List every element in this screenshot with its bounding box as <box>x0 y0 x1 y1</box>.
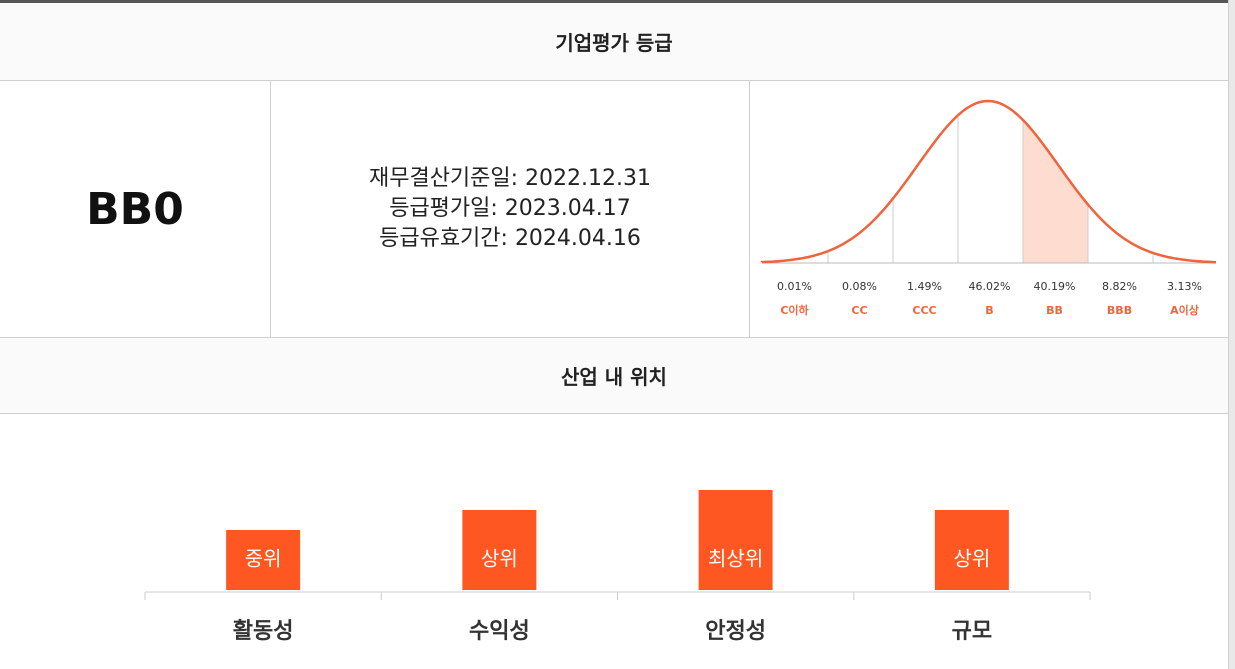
info: 재무결산기준일: 2022.12.31 등급평가일: 2023.04.17 등급… <box>271 81 750 338</box>
percent-label: 46.02% <box>969 280 1011 293</box>
bar <box>934 510 1009 590</box>
grade-label: A이상 <box>1170 303 1199 317</box>
category-label: 수익성 <box>469 619 530 644</box>
grade-label: C이하 <box>780 303 809 317</box>
percent-label: 1.49% <box>907 280 942 293</box>
info-line: 등급유효기간: 2024.04.16 <box>379 226 641 251</box>
distribution-chart: 0.01% C이하 0.08% CC 1.49% CCC 46.02% B 40.19% BB 8.… <box>760 99 1217 317</box>
grade-label: CCC <box>912 304 936 317</box>
side-strip <box>1228 0 1235 669</box>
percent-label: 3.13% <box>1167 280 1202 293</box>
grade-label: BB <box>1046 304 1063 317</box>
grade-label: CC <box>851 304 867 317</box>
distribution-cell: 0.01% C이하 0.08% CC 1.49% CCC 46.02% B 40.19% BB 8.… <box>750 81 1228 338</box>
bar <box>462 510 537 590</box>
top-border <box>0 0 1228 3</box>
bar-label: 중위 <box>245 547 282 571</box>
grade: BB0 <box>0 81 271 338</box>
bar-label: 상위 <box>953 547 990 571</box>
category-label: 활동성 <box>233 619 294 644</box>
percent-label: 0.01% <box>777 280 812 293</box>
highlight-area <box>1023 120 1088 263</box>
grade-label: B <box>985 304 993 317</box>
percent-label: 8.82% <box>1102 280 1137 293</box>
category-label: 안정성 <box>705 619 766 644</box>
bar <box>698 490 773 590</box>
bar-label: 최상위 <box>708 547 763 571</box>
bar <box>226 530 301 590</box>
bar-label: 상위 <box>481 547 518 571</box>
bell-curve <box>760 99 1217 264</box>
section-title: 산업 내 위치 <box>0 338 1228 414</box>
info-line: 등급평가일: 2023.04.17 <box>389 196 631 221</box>
info-line: 재무결산기준일: 2022.12.31 <box>368 166 652 191</box>
percent-label: 0.08% <box>842 280 877 293</box>
percent-label: 40.19% <box>1034 280 1076 293</box>
section-title: 기업평가 등급 <box>0 3 1228 81</box>
grade-label: BBB <box>1107 304 1132 317</box>
category-label: 규모 <box>952 619 992 644</box>
